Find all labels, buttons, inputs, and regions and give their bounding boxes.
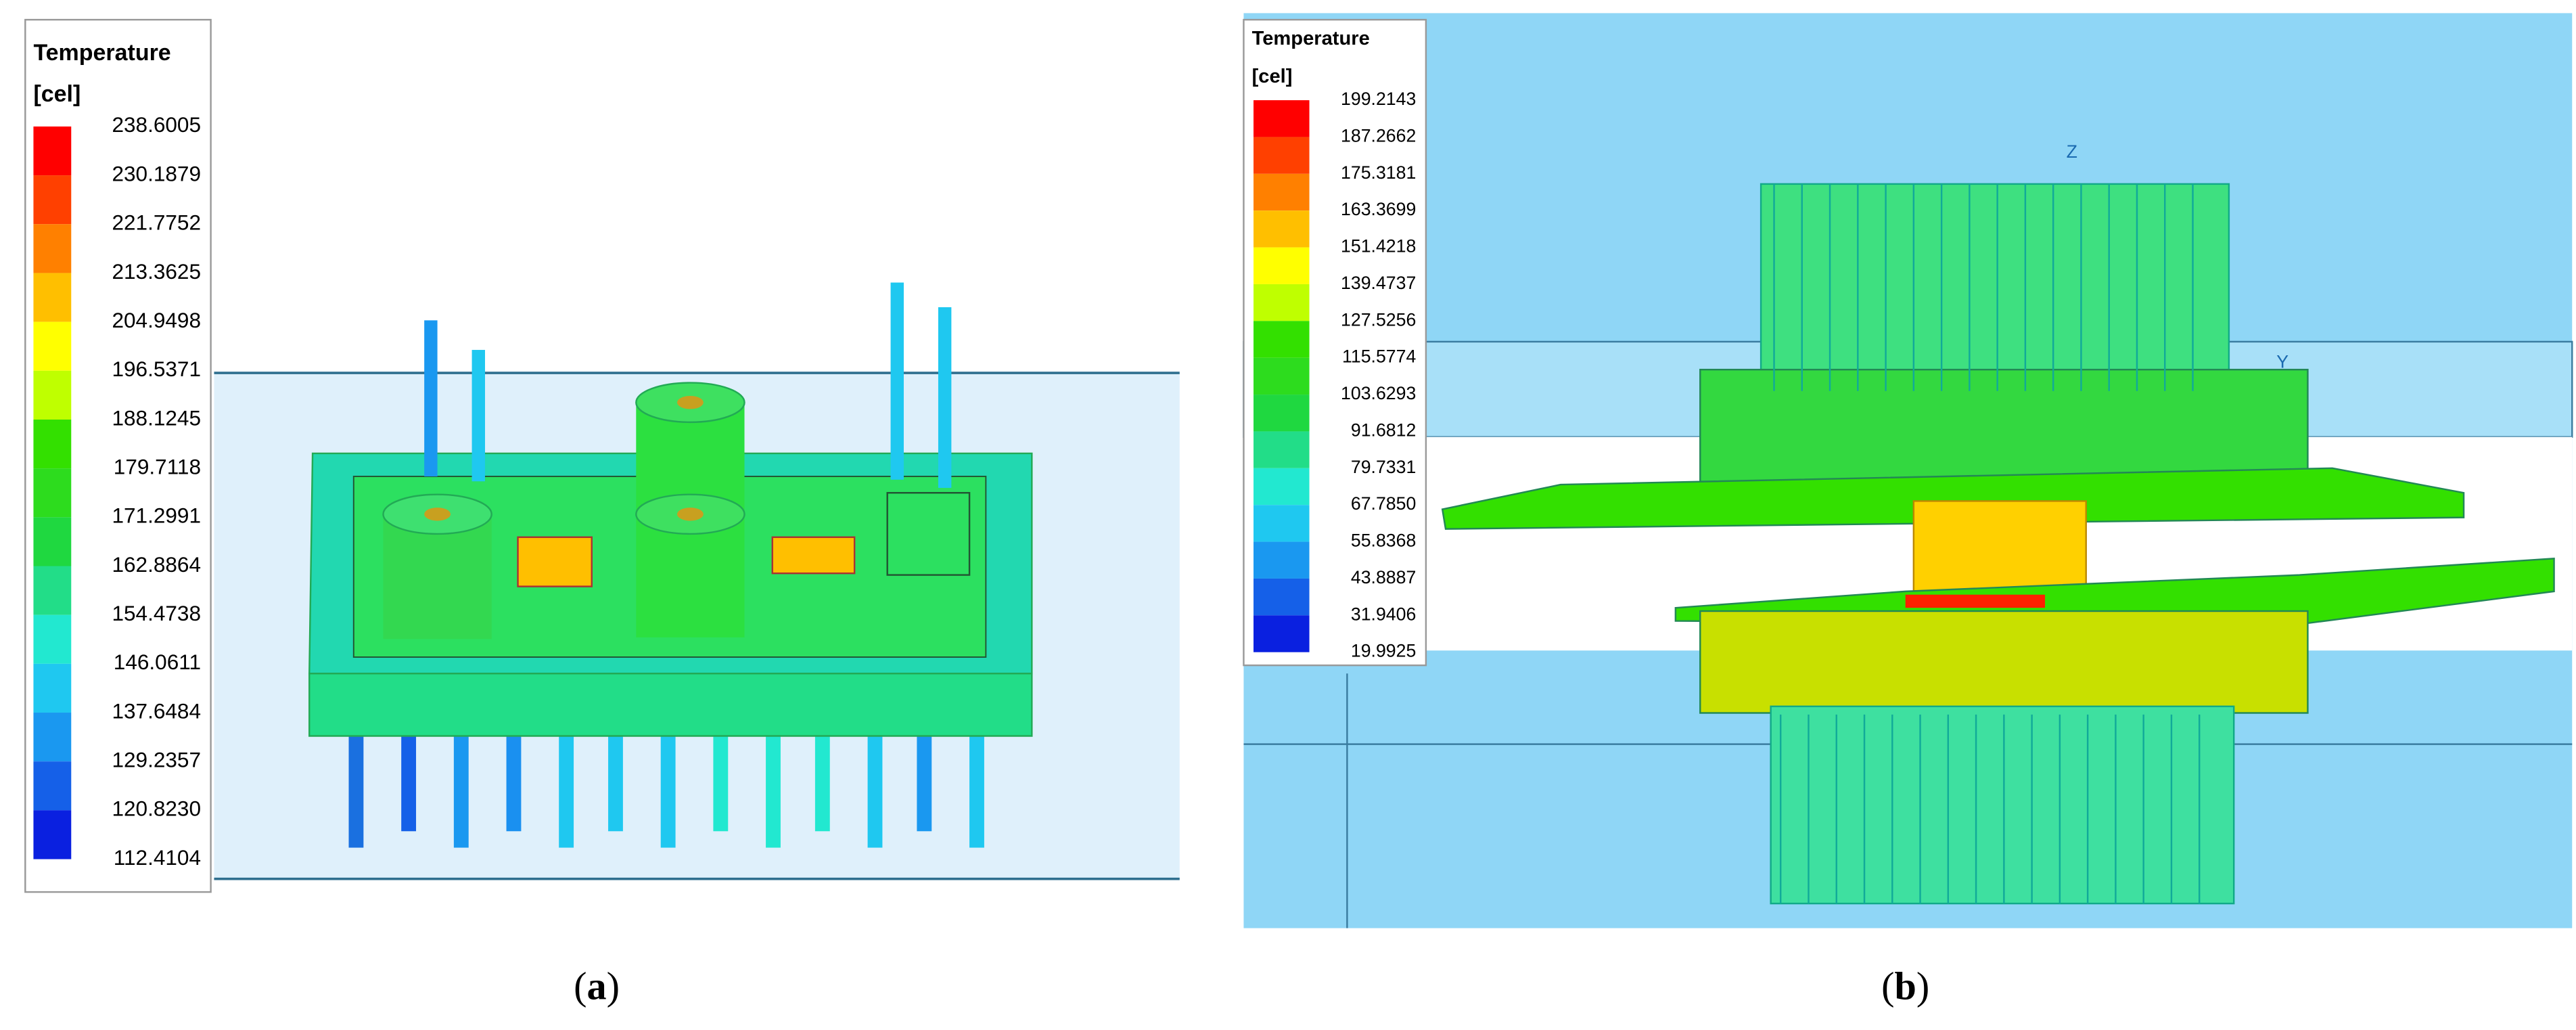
color-swatch xyxy=(33,663,72,713)
legend-label: 154.4738 xyxy=(112,601,201,625)
legend-label: 115.5774 xyxy=(1342,346,1416,367)
caption: (a) xyxy=(574,964,620,1008)
color-swatch xyxy=(33,566,72,615)
legend-label: 55.8368 xyxy=(1351,531,1416,551)
color-swatch xyxy=(33,419,72,469)
legend-unit: [cel] xyxy=(1252,66,1293,87)
legend-label: 19.9925 xyxy=(1351,641,1416,661)
legend-title: Temperature xyxy=(1252,28,1370,49)
color-swatch xyxy=(1254,247,1310,284)
color-swatch xyxy=(33,126,72,176)
legend-label: 163.3699 xyxy=(1341,199,1416,219)
chip xyxy=(771,536,856,575)
legend-label: 139.4737 xyxy=(1341,273,1416,293)
legend: Temperature [cel] 199.2143 187.2662 175.3181… xyxy=(1243,18,1427,667)
component xyxy=(886,492,971,576)
color-swatch xyxy=(1254,541,1310,579)
color-swatch xyxy=(33,224,72,273)
legend-label: 120.8230 xyxy=(112,797,201,821)
legend-label: 230.1879 xyxy=(112,161,201,185)
axis-label: Z xyxy=(2067,141,2077,162)
pins xyxy=(348,736,984,848)
capacitor xyxy=(383,514,492,640)
color-swatch xyxy=(33,713,72,762)
legend-label: 188.1245 xyxy=(112,405,201,430)
chip xyxy=(517,536,593,587)
caption-part: ) xyxy=(607,964,620,1008)
terminal xyxy=(472,350,485,482)
legend: Temperature [cel] 238.6005 230.1879 221.7752… xyxy=(24,18,212,893)
legend-label: 103.6293 xyxy=(1341,383,1416,403)
color-swatch xyxy=(33,810,72,859)
terminal xyxy=(938,307,952,488)
color-swatch xyxy=(1254,505,1310,542)
axis-label: Y xyxy=(2276,352,2288,372)
legend-label: 162.8864 xyxy=(112,552,201,577)
color-swatch xyxy=(1254,137,1310,174)
color-swatch xyxy=(33,273,72,322)
color-swatch xyxy=(1254,173,1310,211)
legend-label: 221.7752 xyxy=(112,210,201,235)
color-swatch xyxy=(33,321,72,371)
legend-label: 127.5256 xyxy=(1341,309,1416,330)
caption-part: ( xyxy=(574,964,586,1008)
legend-label: 31.9406 xyxy=(1351,604,1416,624)
legend-label: 67.7850 xyxy=(1351,493,1416,514)
legend-label: 238.6005 xyxy=(112,112,201,137)
legend-label: 179.7118 xyxy=(114,454,201,478)
terminal xyxy=(424,320,438,476)
caption: (b) xyxy=(1881,964,1929,1008)
panel-b xyxy=(1243,13,2573,928)
legend-unit: [cel] xyxy=(33,81,80,107)
color-swatch xyxy=(1254,321,1310,358)
caption-part: b xyxy=(1895,964,1916,1008)
color-swatch xyxy=(1254,578,1310,616)
color-swatch xyxy=(1254,395,1310,432)
color-swatch xyxy=(33,175,72,225)
legend-label: 137.6484 xyxy=(112,698,201,723)
board-upper xyxy=(1441,467,2465,530)
device xyxy=(1912,500,2087,601)
color-swatch xyxy=(33,614,72,664)
legend-label: 187.2662 xyxy=(1341,125,1416,145)
board-front xyxy=(308,673,1033,737)
color-swatch xyxy=(1254,615,1310,652)
legend-label: 79.7331 xyxy=(1351,457,1416,477)
legend-label: 175.3181 xyxy=(1341,162,1416,183)
hotspot xyxy=(1905,594,2046,608)
legend-label: 171.2991 xyxy=(112,503,201,528)
legend-label: 196.5371 xyxy=(112,357,201,381)
legend-label: 151.4218 xyxy=(1341,236,1416,256)
legend-label: 91.6812 xyxy=(1351,420,1416,440)
color-swatch xyxy=(33,370,72,420)
color-swatch xyxy=(1254,357,1310,395)
legend-label: 213.3625 xyxy=(112,259,201,284)
heatsink-top xyxy=(1760,183,2230,399)
color-swatch xyxy=(1254,100,1310,137)
color-swatch xyxy=(33,761,72,811)
caption-part: a xyxy=(586,964,606,1008)
caption-part: ( xyxy=(1881,964,1894,1008)
color-swatch xyxy=(1254,284,1310,321)
legend-label: 199.2143 xyxy=(1341,89,1416,109)
color-swatch xyxy=(1254,431,1310,468)
legend-label: 204.9498 xyxy=(112,308,201,332)
legend-label: 112.4104 xyxy=(114,845,201,870)
color-swatch xyxy=(33,517,72,566)
legend-label: 43.8887 xyxy=(1351,567,1416,587)
color-swatch xyxy=(33,468,72,518)
legend-label: 146.0611 xyxy=(114,650,201,674)
terminal xyxy=(890,282,904,480)
color-swatch xyxy=(1254,468,1310,506)
plate-bottom xyxy=(1699,610,2309,714)
heatsink-bottom xyxy=(1770,705,2235,905)
color-swatch xyxy=(1254,210,1310,248)
caption-part: ) xyxy=(1916,964,1929,1008)
legend-title: Temperature xyxy=(33,40,170,66)
legend-label: 129.2357 xyxy=(112,748,201,772)
